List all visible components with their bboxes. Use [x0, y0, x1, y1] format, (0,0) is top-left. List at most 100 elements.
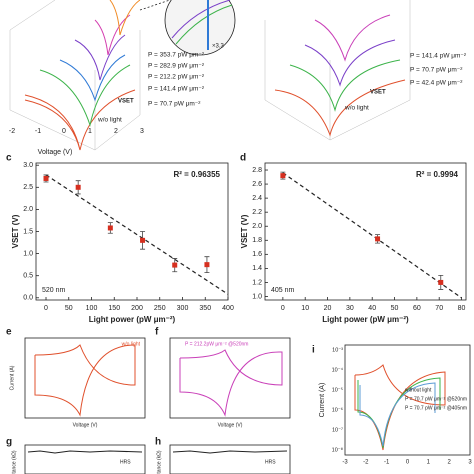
legend-label: P = 70.7 pW μm⁻² @520nm — [405, 396, 467, 402]
panel-b-box — [264, 0, 411, 141]
legend-label: P = 141.4 pW μm⁻² — [410, 53, 467, 60]
panel-i: i Current (A) — [312, 344, 471, 456]
x-tick-label: 100 — [86, 305, 98, 312]
y-tick-label: 10⁻⁵ — [332, 386, 343, 393]
fit-line — [282, 172, 462, 299]
y-tick-label: 1.0 — [252, 293, 262, 300]
y-tick-label: 2.4 — [252, 195, 262, 202]
legend-label: P = 282.9 pW μm⁻² — [148, 63, 205, 70]
x-tick-label: 3 — [468, 460, 472, 466]
point — [375, 236, 381, 242]
panel-label: g — [6, 437, 12, 448]
annotation: HRS — [120, 459, 131, 465]
x-tick-label: 70 — [435, 305, 443, 312]
legend-label: w/o light — [344, 105, 369, 112]
panel-label: d — [240, 153, 246, 164]
x-tick-label: -2 — [9, 128, 15, 135]
point — [107, 225, 113, 231]
x-tick-label: -1 — [384, 460, 390, 466]
y-tick-label: 2.5 — [23, 184, 33, 191]
legend-label: without light — [405, 387, 432, 393]
x-axis-label: Light power (pW μm⁻²) — [322, 315, 409, 324]
panel-h: h tance (kΩ) HRS — [155, 437, 291, 474]
legend-label: P = 212.2 pW μm⁻² — [148, 74, 205, 81]
annotation: 405 nm — [271, 287, 295, 294]
x-tick-label: 50 — [391, 305, 399, 312]
panel-label: e — [6, 327, 12, 338]
x-tick-label: 2 — [114, 128, 118, 135]
axis-label: tance (kΩ) — [156, 450, 162, 474]
x-tick-label: 0 — [62, 128, 66, 135]
y-tick-label: 1.8 — [252, 237, 262, 244]
annotation: R² = 0.9994 — [416, 170, 459, 179]
legend-label: P = 141.4 pW μm⁻² — [148, 86, 205, 93]
x-tick-label: 10 — [301, 305, 309, 312]
legend: P = 212.2pW μm⁻² @520nm — [185, 341, 248, 347]
panel-a-box — [9, 0, 236, 151]
y-tick-label: 2.0 — [23, 206, 33, 213]
legend: w/o light — [122, 341, 141, 347]
point — [172, 262, 178, 268]
plot-frame — [264, 162, 467, 301]
y-tick-label: 10⁻⁸ — [332, 446, 343, 453]
y-tick-label: 1.2 — [252, 279, 262, 286]
point — [75, 184, 81, 190]
annotation: 520 nm — [42, 287, 66, 294]
point — [438, 279, 444, 285]
legend-label: w/o light — [97, 117, 122, 124]
x-tick-label: 2 — [447, 460, 451, 466]
legend-label: P = 353.7 pW μm⁻² — [148, 52, 205, 59]
x-tick-label: 0 — [406, 460, 410, 466]
axis-label: Current (A) — [319, 383, 326, 418]
x-tick-label: -1 — [35, 128, 41, 135]
panel-label: f — [155, 327, 159, 338]
legend-label: P = 42.4 pW μm⁻² — [410, 80, 463, 87]
y-tick-label: 10⁻⁷ — [332, 426, 343, 433]
y-tick-label: 1.0 — [23, 250, 33, 257]
axis-label: Voltage (V) — [218, 422, 243, 428]
y-tick-label: 1.4 — [252, 265, 262, 272]
x-tick-label: 250 — [154, 305, 166, 312]
axis-label: Current (A) — [9, 365, 15, 390]
y-axis-label: VSET (V) — [240, 214, 249, 248]
y-tick-label: 10⁻⁴ — [332, 366, 344, 373]
panel-label: i — [312, 345, 315, 356]
panel-label: c — [6, 153, 12, 164]
x-tick-label: 30 — [346, 305, 354, 312]
y-tick-label: 3.0 — [23, 162, 33, 169]
x-tick-label: 80 — [458, 305, 466, 312]
panel-e: e Current (A) Voltage (V) w/o light — [6, 327, 146, 428]
annotation: R² = 0.96355 — [174, 170, 221, 179]
x-tick-label: -2 — [363, 460, 369, 466]
x-tick-label: 1 — [427, 460, 431, 466]
y-tick-label: 2.6 — [252, 181, 262, 188]
point — [280, 173, 286, 179]
legend-label: P = 70.7 pW μm⁻² — [410, 67, 463, 74]
x-tick-label: 400 — [222, 305, 234, 312]
x-tick-label: 0 — [44, 305, 48, 312]
x-tick-label: 300 — [177, 305, 189, 312]
x-tick-label: 20 — [324, 305, 332, 312]
axis-label: Voltage (V) — [73, 422, 98, 428]
y-tick-label: 2.2 — [252, 209, 262, 216]
x-tick-label: 50 — [65, 305, 73, 312]
x-tick-label: 0 — [281, 305, 285, 312]
annotation: VSET — [118, 99, 134, 105]
panel-label: h — [155, 437, 161, 448]
annotation: VSET — [370, 90, 386, 96]
point — [43, 175, 49, 181]
x-axis-label: Light power (pW μm⁻²) — [89, 315, 176, 324]
y-axis-label: VSET (V) — [11, 214, 20, 248]
fit-line — [45, 174, 229, 295]
x-tick-label: 60 — [413, 305, 421, 312]
x-tick-label: 200 — [131, 305, 143, 312]
legend-label: P = 70.7 pW μm⁻² — [148, 101, 201, 108]
x-tick-label: 3 — [140, 128, 144, 135]
y-tick-label: 0.5 — [23, 273, 33, 280]
x-tick-label: 1 — [88, 128, 92, 135]
y-tick-label: 1.5 — [23, 228, 33, 235]
y-tick-label: 2.0 — [252, 223, 262, 230]
y-tick-label: 0.0 — [23, 295, 33, 302]
axis-label: Voltage (V) — [38, 149, 73, 156]
